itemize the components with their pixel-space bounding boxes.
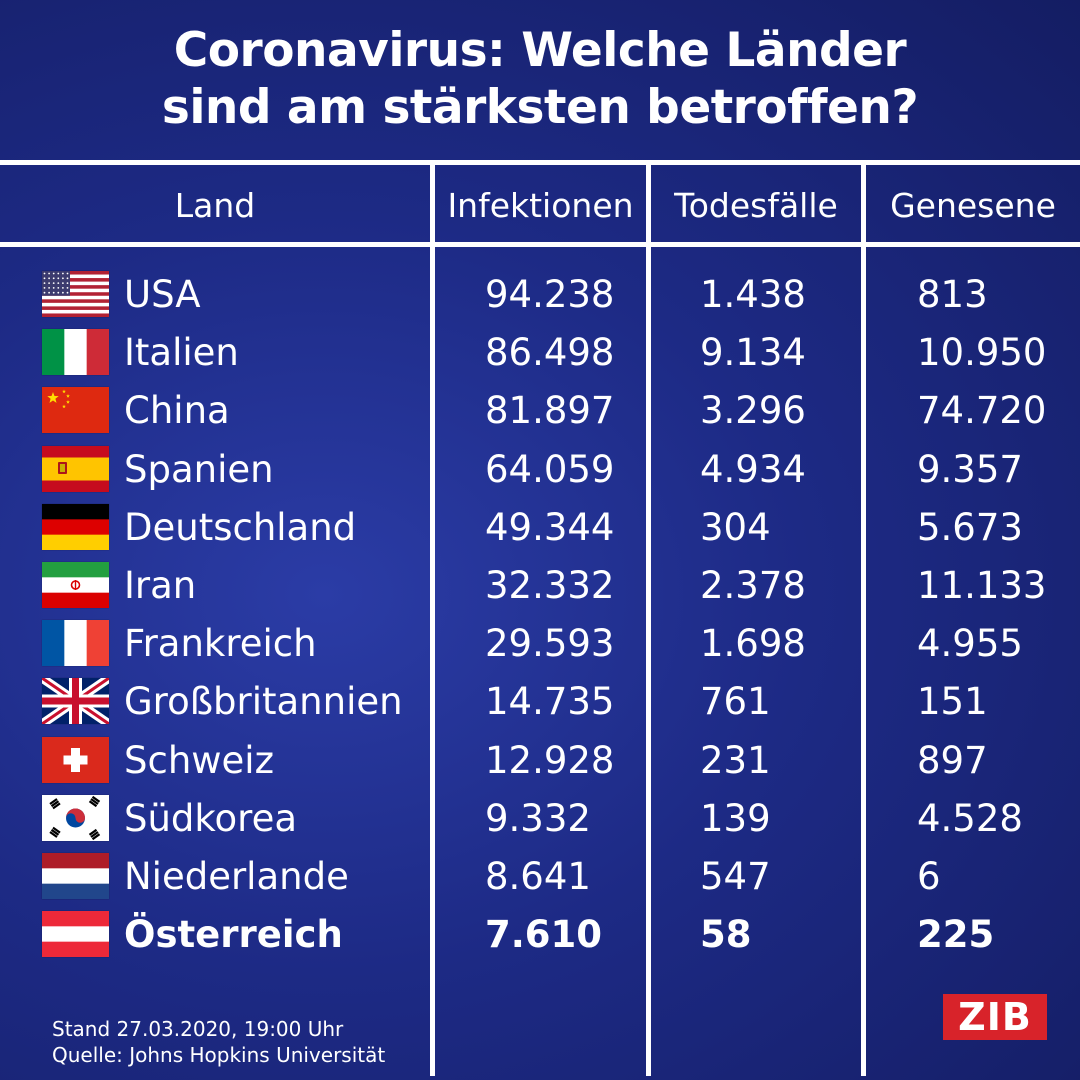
table-row: Schweiz 12.928 231 897	[0, 732, 1080, 790]
table-row: China 81.897 3.296 74.720	[0, 382, 1080, 440]
cell-todesfaelle: 2.378	[700, 564, 806, 607]
cell-land: USA	[124, 273, 201, 316]
cell-infektionen: 14.735	[485, 680, 615, 724]
cell-todesfaelle: 1.438	[700, 273, 806, 316]
zib-logo: ZIB	[943, 994, 1047, 1040]
table-row: Deutschland 49.344 304 5.673	[0, 499, 1080, 557]
page-title: Coronavirus: Welche Länder sind am stärk…	[0, 22, 1080, 136]
italy-flag-icon	[42, 329, 109, 376]
cell-genesene: 813	[917, 273, 988, 316]
table-row: Iran 32.332 2.378 11.133	[0, 557, 1080, 615]
cell-land: Großbritannien	[124, 680, 403, 724]
title-line-2: sind am stärksten betroffen?	[161, 80, 919, 135]
cell-infektionen: 29.593	[485, 622, 615, 666]
table-row: Großbritannien 14.735 761 151	[0, 673, 1080, 731]
cell-genesene: 11.133	[917, 564, 1047, 607]
cell-todesfaelle: 3.296	[700, 389, 806, 433]
cell-todesfaelle: 547	[700, 855, 771, 898]
cell-land: Spanien	[124, 447, 274, 491]
column-header-infektionen: Infektionen	[447, 186, 634, 225]
table-row: USA 94.238 1.438 813	[0, 266, 1080, 324]
cell-infektionen: 49.344	[485, 505, 615, 549]
cell-land: Frankreich	[124, 622, 317, 666]
title-line-1: Coronavirus: Welche Länder	[173, 23, 907, 78]
cell-land: China	[124, 389, 230, 433]
cell-genesene: 225	[917, 913, 995, 957]
cell-todesfaelle: 58	[700, 913, 752, 957]
cell-todesfaelle: 1.698	[700, 622, 806, 666]
table-row: Spanien 64.059 4.934 9.357	[0, 441, 1080, 499]
column-header-land: Land	[174, 186, 256, 225]
header-divider	[0, 242, 1080, 247]
cell-infektionen: 7.610	[485, 913, 603, 957]
cell-infektionen: 32.332	[485, 564, 615, 607]
footer-note: Stand 27.03.2020, 19:00 Uhr Quelle: John…	[52, 1016, 385, 1068]
cell-infektionen: 8.641	[485, 855, 591, 898]
table-row: Italien 86.498 9.134 10.950	[0, 324, 1080, 382]
cell-land: Deutschland	[124, 505, 357, 549]
cell-land: Schweiz	[124, 738, 275, 782]
cell-genesene: 897	[917, 738, 988, 782]
cell-infektionen: 9.332	[485, 796, 591, 840]
cell-genesene: 74.720	[917, 389, 1047, 433]
germany-flag-icon	[42, 503, 109, 550]
cell-infektionen: 81.897	[485, 389, 615, 433]
table-top-border	[0, 160, 1080, 165]
footer-stand: Stand 27.03.2020, 19:00 Uhr	[52, 1017, 344, 1041]
column-header-genesene: Genesene	[890, 186, 1056, 225]
column-divider-2	[646, 160, 651, 1076]
uk-flag-icon	[42, 678, 109, 725]
cell-land: Österreich	[124, 913, 343, 957]
cell-genesene: 151	[917, 680, 988, 724]
netherlands-flag-icon	[42, 853, 109, 899]
cell-todesfaelle: 4.934	[700, 447, 806, 491]
cell-infektionen: 64.059	[485, 447, 615, 491]
cell-infektionen: 12.928	[485, 738, 615, 782]
table-row: Südkorea 9.332 139 4.528	[0, 790, 1080, 848]
cell-genesene: 4.528	[917, 796, 1023, 840]
cell-todesfaelle: 231	[700, 738, 771, 782]
france-flag-icon	[42, 620, 109, 667]
cell-todesfaelle: 304	[700, 505, 771, 549]
switzerland-flag-icon	[42, 736, 109, 783]
table-row: Frankreich 29.593 1.698 4.955	[0, 615, 1080, 673]
cell-genesene: 4.955	[917, 622, 1023, 666]
cell-genesene: 10.950	[917, 331, 1047, 375]
column-divider-3	[861, 160, 866, 1076]
cell-genesene: 5.673	[917, 505, 1023, 549]
spain-flag-icon	[42, 445, 109, 492]
cell-todesfaelle: 139	[700, 796, 771, 840]
footer-quelle: Quelle: Johns Hopkins Universität	[52, 1043, 386, 1067]
cell-genesene: 9.357	[917, 447, 1023, 491]
cell-infektionen: 94.238	[485, 273, 615, 316]
usa-flag-icon	[42, 271, 109, 317]
cell-todesfaelle: 761	[700, 680, 771, 724]
cell-land: Iran	[124, 564, 197, 607]
austria-flag-icon	[42, 911, 109, 958]
cell-land: Italien	[124, 331, 239, 375]
cell-land: Niederlande	[124, 855, 349, 898]
cell-land: Südkorea	[124, 796, 298, 840]
column-header-todesfaelle: Todesfälle	[674, 186, 838, 225]
table-row: Niederlande 8.641 547 6	[0, 848, 1080, 906]
cell-infektionen: 86.498	[485, 331, 615, 375]
cell-todesfaelle: 9.134	[700, 331, 806, 375]
column-divider-1	[430, 160, 435, 1076]
iran-flag-icon	[42, 562, 109, 608]
south-korea-flag-icon	[42, 794, 109, 841]
table-row: Österreich 7.610 58 225	[0, 906, 1080, 964]
china-flag-icon	[42, 387, 109, 434]
cell-genesene: 6	[917, 855, 941, 898]
